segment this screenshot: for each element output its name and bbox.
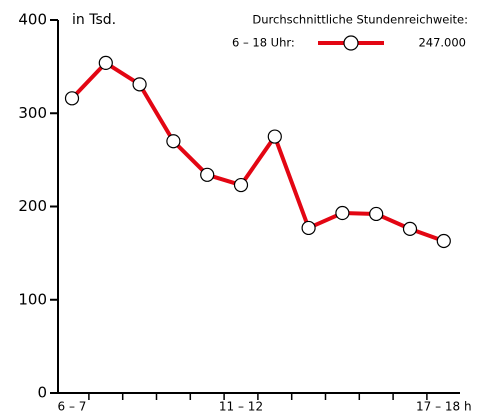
point-marker [64, 91, 80, 106]
x-tick-label: 6 – 7 [58, 400, 87, 414]
legend-title: Durchschnittliche Stundenreichweite: [252, 13, 468, 27]
legend-label: 6 – 18 Uhr: [232, 36, 295, 50]
point-marker [166, 134, 181, 149]
x-tick-label: 11 – 12 [219, 400, 263, 414]
legend-value: 247.000 [418, 36, 466, 50]
series-line [70, 60, 445, 243]
point-marker [200, 167, 215, 182]
y-tick-label: 300 [18, 104, 47, 122]
y-tick-label: 100 [18, 290, 47, 308]
y-tick-label: 400 [18, 11, 47, 29]
y-tick-label: 200 [18, 197, 47, 215]
y-tick-label: 0 [37, 384, 47, 402]
point-marker [402, 221, 418, 236]
point-marker [267, 129, 282, 144]
point-marker [233, 177, 249, 193]
y-axis-label: in Tsd. [72, 12, 116, 28]
x-tick-label: 17 – 18 h [416, 400, 472, 414]
point-marker [132, 77, 147, 92]
point-marker [369, 206, 384, 222]
point-marker [335, 205, 350, 221]
point-marker [301, 220, 316, 236]
point-marker [436, 233, 451, 249]
legend-marker [343, 35, 359, 51]
point-marker [98, 55, 113, 70]
